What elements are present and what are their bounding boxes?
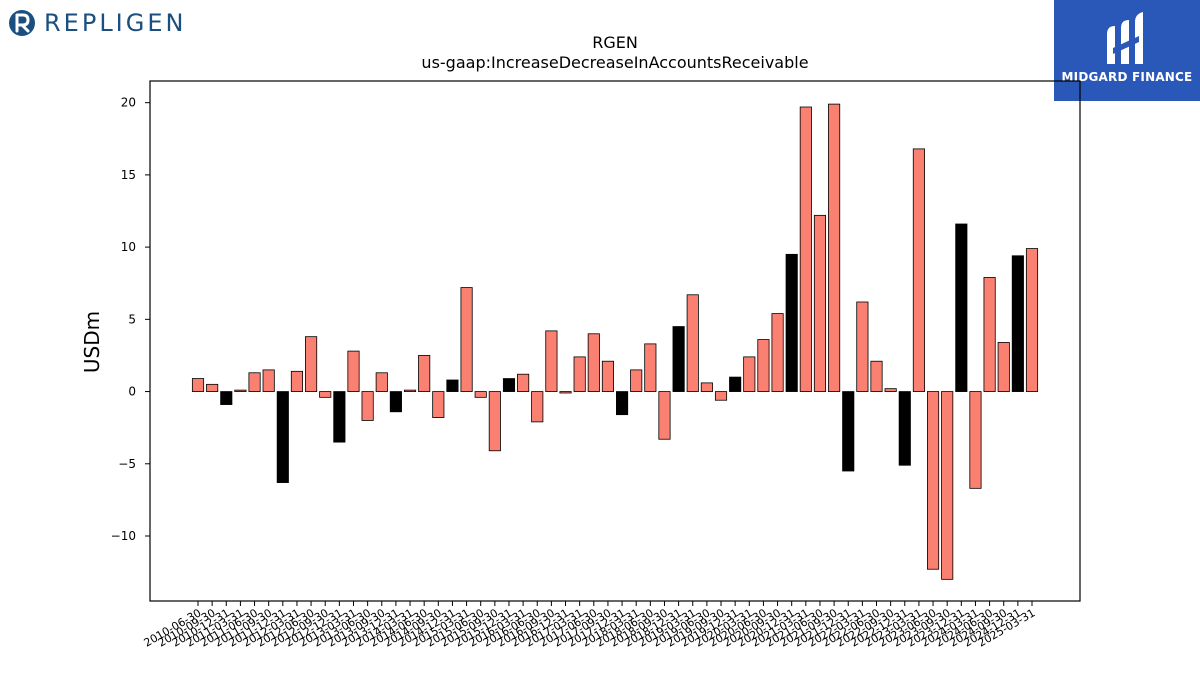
bar-2019-03-31 [686, 294, 699, 392]
bar-2016-12-31 [559, 391, 572, 394]
bar-2024-12-31 [1011, 255, 1024, 392]
bar-2020-09-30 [771, 313, 784, 392]
bar-2012-09-30 [319, 391, 332, 398]
y-tick-label: 10 [121, 240, 136, 254]
y-tick-label: 20 [121, 96, 136, 110]
bar-2024-03-31 [969, 391, 982, 489]
bar-2020-03-31 [743, 356, 756, 392]
bar-2021-09-30 [828, 103, 841, 392]
y-tick-label: −5 [118, 457, 136, 471]
bar-2021-12-31 [842, 391, 855, 472]
y-tick-label: 5 [128, 312, 136, 326]
bar-2010-06-30 [191, 378, 205, 392]
bar-2019-09-30 [714, 391, 728, 401]
bar-2025-03-31 [1025, 248, 1039, 392]
bar-2015-03-31 [460, 287, 473, 392]
bar-2018-06-30 [644, 343, 657, 392]
bar-2010-12-31 [220, 391, 233, 405]
bar-2017-06-30 [587, 333, 600, 392]
bar-2011-03-31 [234, 389, 247, 392]
y-tick-label: −10 [111, 529, 136, 543]
bar-2012-12-31 [333, 391, 346, 443]
y-ticks-group: −10 −5 0 5 10 15 20 [111, 96, 150, 543]
bar-2016-03-31 [517, 373, 530, 392]
bar-2019-12-31 [729, 376, 742, 392]
bar-2021-03-31 [799, 106, 812, 392]
bar-2013-03-31 [347, 350, 360, 392]
bar-2017-09-30 [601, 360, 614, 392]
bar-2023-03-31 [912, 148, 925, 392]
bar-2023-12-31 [955, 223, 968, 392]
x-ticks-group: 2010-06-302010-09-302010-12-312011-03-31… [142, 601, 1038, 650]
midgard-emblem-icon [1107, 12, 1143, 64]
bar-2012-06-30 [305, 336, 318, 392]
y-tick-label: 0 [128, 385, 136, 399]
bar-2019-06-30 [700, 382, 713, 392]
repligen-brand-text: REPLIGEN [44, 9, 187, 37]
repligen-logo: REPLIGEN [8, 6, 198, 40]
plot-frame [149, 80, 1081, 602]
y-tick-label: 15 [121, 168, 136, 182]
bar-2018-12-31 [672, 326, 685, 392]
bar-2022-12-31 [898, 391, 911, 466]
bar-2022-06-30 [870, 360, 883, 392]
bar-2010-09-30 [206, 383, 219, 392]
bar-2014-03-31 [403, 389, 417, 392]
bar-2023-09-30 [941, 391, 954, 580]
bar-2022-03-31 [856, 301, 869, 392]
bar-2017-12-31 [616, 391, 629, 416]
chart-title: RGEN [592, 33, 638, 52]
bar-2018-03-31 [630, 369, 643, 392]
midgard-finance-logo: MIDGARD FINANCE [1054, 0, 1200, 101]
midgard-brand-text: MIDGARD FINANCE [1061, 70, 1193, 84]
bar-2020-06-30 [757, 339, 770, 392]
bar-2011-06-30 [248, 372, 261, 392]
bar-2018-09-30 [658, 391, 671, 440]
bar-2015-09-30 [488, 391, 501, 452]
bar-2024-06-30 [983, 277, 996, 392]
bar-2014-06-30 [418, 355, 431, 392]
y-axis-label: USDm [80, 311, 104, 373]
bar-2013-06-30 [361, 391, 374, 421]
bar-2015-06-30 [474, 391, 487, 398]
repligen-logo-icon [9, 10, 35, 36]
bar-2015-12-31 [502, 378, 516, 392]
bar-2016-09-30 [545, 330, 558, 392]
bar-2011-09-30 [262, 369, 275, 392]
bar-2013-09-30 [375, 372, 388, 392]
bar-2023-06-30 [927, 391, 940, 570]
bar-2014-12-31 [446, 379, 459, 392]
bar-2017-03-31 [573, 356, 586, 392]
bars-group [191, 103, 1039, 580]
bar-2016-06-30 [531, 391, 544, 423]
bar-2022-09-30 [884, 388, 897, 392]
bar-2021-06-30 [813, 214, 827, 392]
chart-subtitle: us-gaap:IncreaseDecreaseInAccountsReceiv… [421, 53, 808, 72]
bar-2014-09-30 [432, 391, 445, 418]
bar-2020-12-31 [785, 253, 798, 392]
bar-2013-12-31 [389, 391, 402, 413]
bar-2011-12-31 [276, 391, 289, 483]
bar-2024-09-30 [997, 342, 1010, 392]
bar-2012-03-31 [290, 370, 304, 392]
